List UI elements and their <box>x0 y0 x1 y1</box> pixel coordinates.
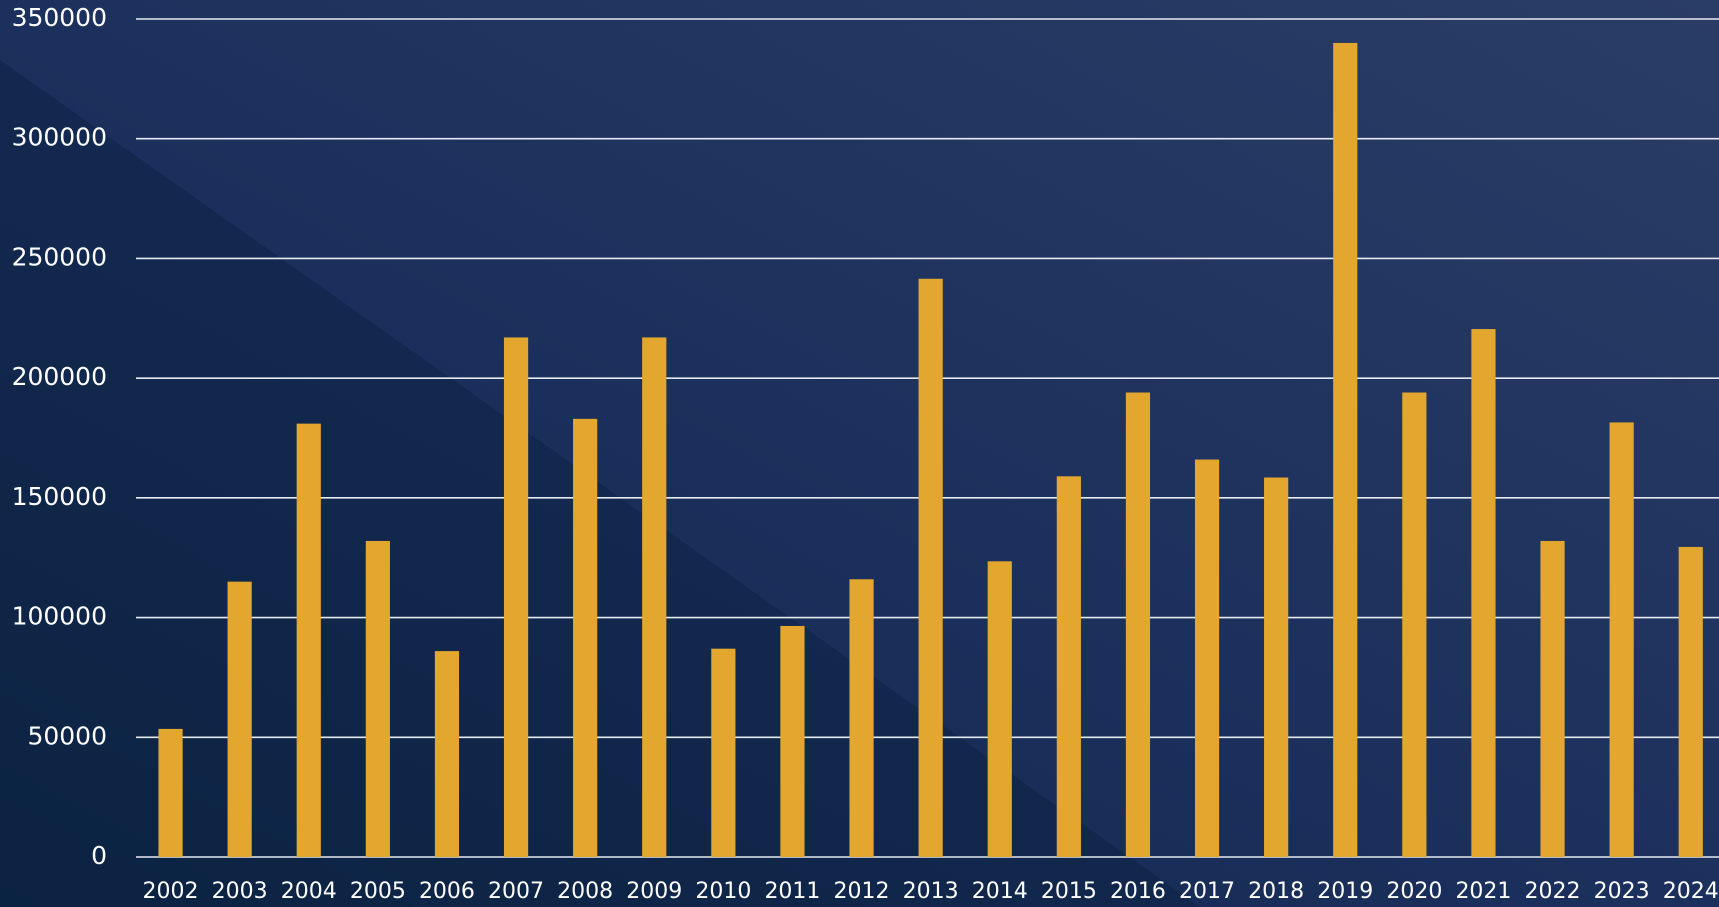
bar <box>365 540 390 857</box>
bar <box>918 278 943 857</box>
bar <box>1471 329 1496 857</box>
x-tick-label: 2005 <box>350 879 406 904</box>
x-tick-label: 2015 <box>1041 879 1097 904</box>
bar <box>1194 459 1220 857</box>
bar <box>1609 422 1634 857</box>
x-tick-label: 2024 <box>1663 879 1719 904</box>
x-tick-label: 2021 <box>1455 879 1511 904</box>
bar <box>1125 392 1151 857</box>
x-tick-label: 2019 <box>1317 879 1373 904</box>
bar <box>987 561 1012 857</box>
bar <box>227 581 252 857</box>
x-tick-label: 2014 <box>972 879 1028 904</box>
x-tick-label: 2009 <box>626 879 682 904</box>
bar <box>434 651 460 857</box>
bar <box>780 625 805 857</box>
x-tick-label: 2013 <box>903 879 959 904</box>
x-tick-label: 2002 <box>143 879 199 904</box>
x-tick-label: 2008 <box>557 879 613 904</box>
y-tick-label: 50000 <box>27 721 107 750</box>
y-tick-label: 350000 <box>12 3 107 32</box>
x-tick-label: 2006 <box>419 879 475 904</box>
y-tick-label: 100000 <box>12 602 107 631</box>
bar <box>296 423 321 857</box>
x-tick-label: 2020 <box>1386 879 1442 904</box>
x-tick-label: 2016 <box>1110 879 1166 904</box>
bar <box>503 337 529 857</box>
bar <box>1540 540 1565 857</box>
bar <box>642 337 667 857</box>
x-tick-label: 2022 <box>1525 879 1581 904</box>
bar <box>1056 476 1081 857</box>
x-tick-label: 2010 <box>695 879 751 904</box>
bar <box>711 648 736 857</box>
x-tick-label: 2012 <box>834 879 890 904</box>
bar <box>849 579 874 857</box>
y-tick-label: 200000 <box>12 362 107 391</box>
x-tick-label: 2003 <box>212 879 268 904</box>
bar <box>573 418 598 857</box>
x-tick-label: 2007 <box>488 879 544 904</box>
bar <box>158 728 183 857</box>
y-tick-label: 300000 <box>12 123 107 152</box>
x-tick-label: 2004 <box>281 879 337 904</box>
y-tick-label: 250000 <box>12 242 107 271</box>
x-tick-label: 2018 <box>1248 879 1304 904</box>
bar <box>1678 546 1703 857</box>
bar <box>1333 42 1358 857</box>
x-tick-label: 2011 <box>764 879 820 904</box>
y-tick-label: 150000 <box>12 482 107 511</box>
bar <box>1402 392 1427 857</box>
bar <box>1264 477 1289 857</box>
x-tick-label: 2023 <box>1594 879 1650 904</box>
y-tick-label: 0 <box>91 841 107 870</box>
x-tick-label: 2017 <box>1179 879 1235 904</box>
